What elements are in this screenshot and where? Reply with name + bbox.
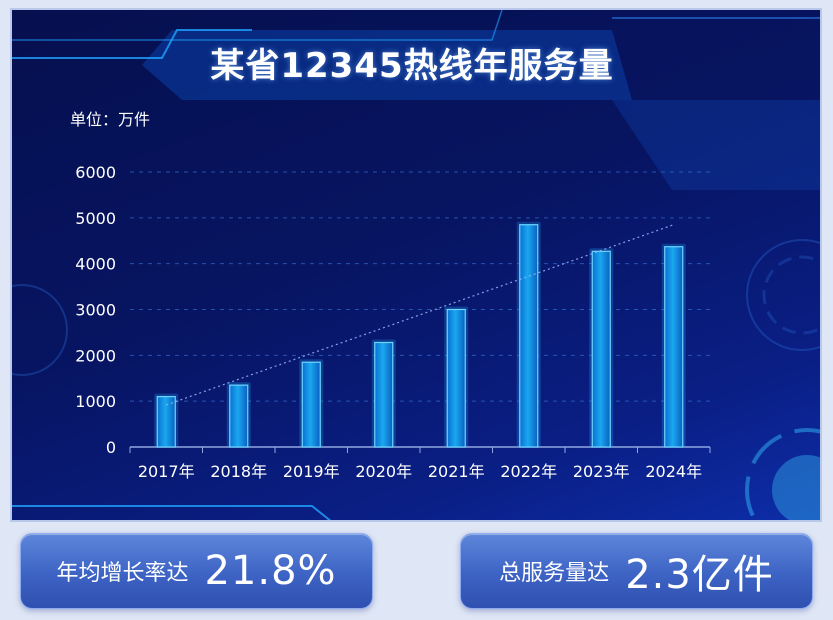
total-service-card: 总服务量达 2.3亿件 bbox=[460, 533, 813, 609]
y-tick-label: 1000 bbox=[75, 392, 116, 411]
bar-2021年 bbox=[446, 308, 466, 448]
tick-labels: 0 1000 2000 3000 4000 5000 6000 2017年 2018年 2019年… bbox=[75, 163, 702, 481]
bar-2019年 bbox=[301, 361, 321, 448]
y-tick-label: 5000 bbox=[75, 209, 116, 228]
total-service-label: 总服务量达 bbox=[499, 561, 610, 586]
x-tick-label: 2018年 bbox=[210, 462, 267, 481]
y-tick-label: 2000 bbox=[75, 346, 116, 365]
bar-2022年 bbox=[519, 224, 539, 448]
y-tick-label: 4000 bbox=[75, 255, 116, 274]
background-decoration bbox=[12, 10, 820, 520]
bar-chart: 0 1000 2000 3000 4000 5000 6000 2017年 2018年 2019年… bbox=[75, 163, 711, 481]
x-tick-label: 2017年 bbox=[138, 462, 195, 481]
bar-2023年 bbox=[591, 250, 611, 448]
x-tick-label: 2020年 bbox=[355, 462, 412, 481]
bar-2017年 bbox=[156, 395, 176, 448]
grid-lines bbox=[130, 171, 710, 402]
y-tick-label: 6000 bbox=[75, 163, 116, 182]
growth-rate-value: 21.8% bbox=[204, 548, 337, 594]
x-tick-label: 2024年 bbox=[645, 462, 702, 481]
total-service-value: 2.3亿件 bbox=[625, 552, 774, 598]
chart-title: 某省12345热线年服务量 bbox=[210, 46, 614, 86]
chart-panel: 某省12345热线年服务量 单位：万件 0 1000 2000 3000 4000 500… bbox=[10, 8, 822, 522]
x-tick-label: 2023年 bbox=[573, 462, 630, 481]
bar-2024年 bbox=[664, 246, 684, 448]
axes bbox=[129, 446, 711, 453]
growth-rate-label: 年均增长率达 bbox=[56, 561, 189, 586]
growth-rate-card: 年均增长率达 21.8% bbox=[20, 533, 373, 609]
y-tick-label: 3000 bbox=[75, 301, 116, 320]
bar-2020年 bbox=[374, 341, 394, 448]
y-tick-label: 0 bbox=[106, 438, 116, 457]
x-tick-label: 2019年 bbox=[283, 462, 340, 481]
bars bbox=[154, 221, 686, 448]
x-tick-label: 2022年 bbox=[500, 462, 557, 481]
bar-2018年 bbox=[229, 384, 249, 448]
unit-label: 单位：万件 bbox=[70, 110, 151, 129]
x-tick-label: 2021年 bbox=[428, 462, 485, 481]
